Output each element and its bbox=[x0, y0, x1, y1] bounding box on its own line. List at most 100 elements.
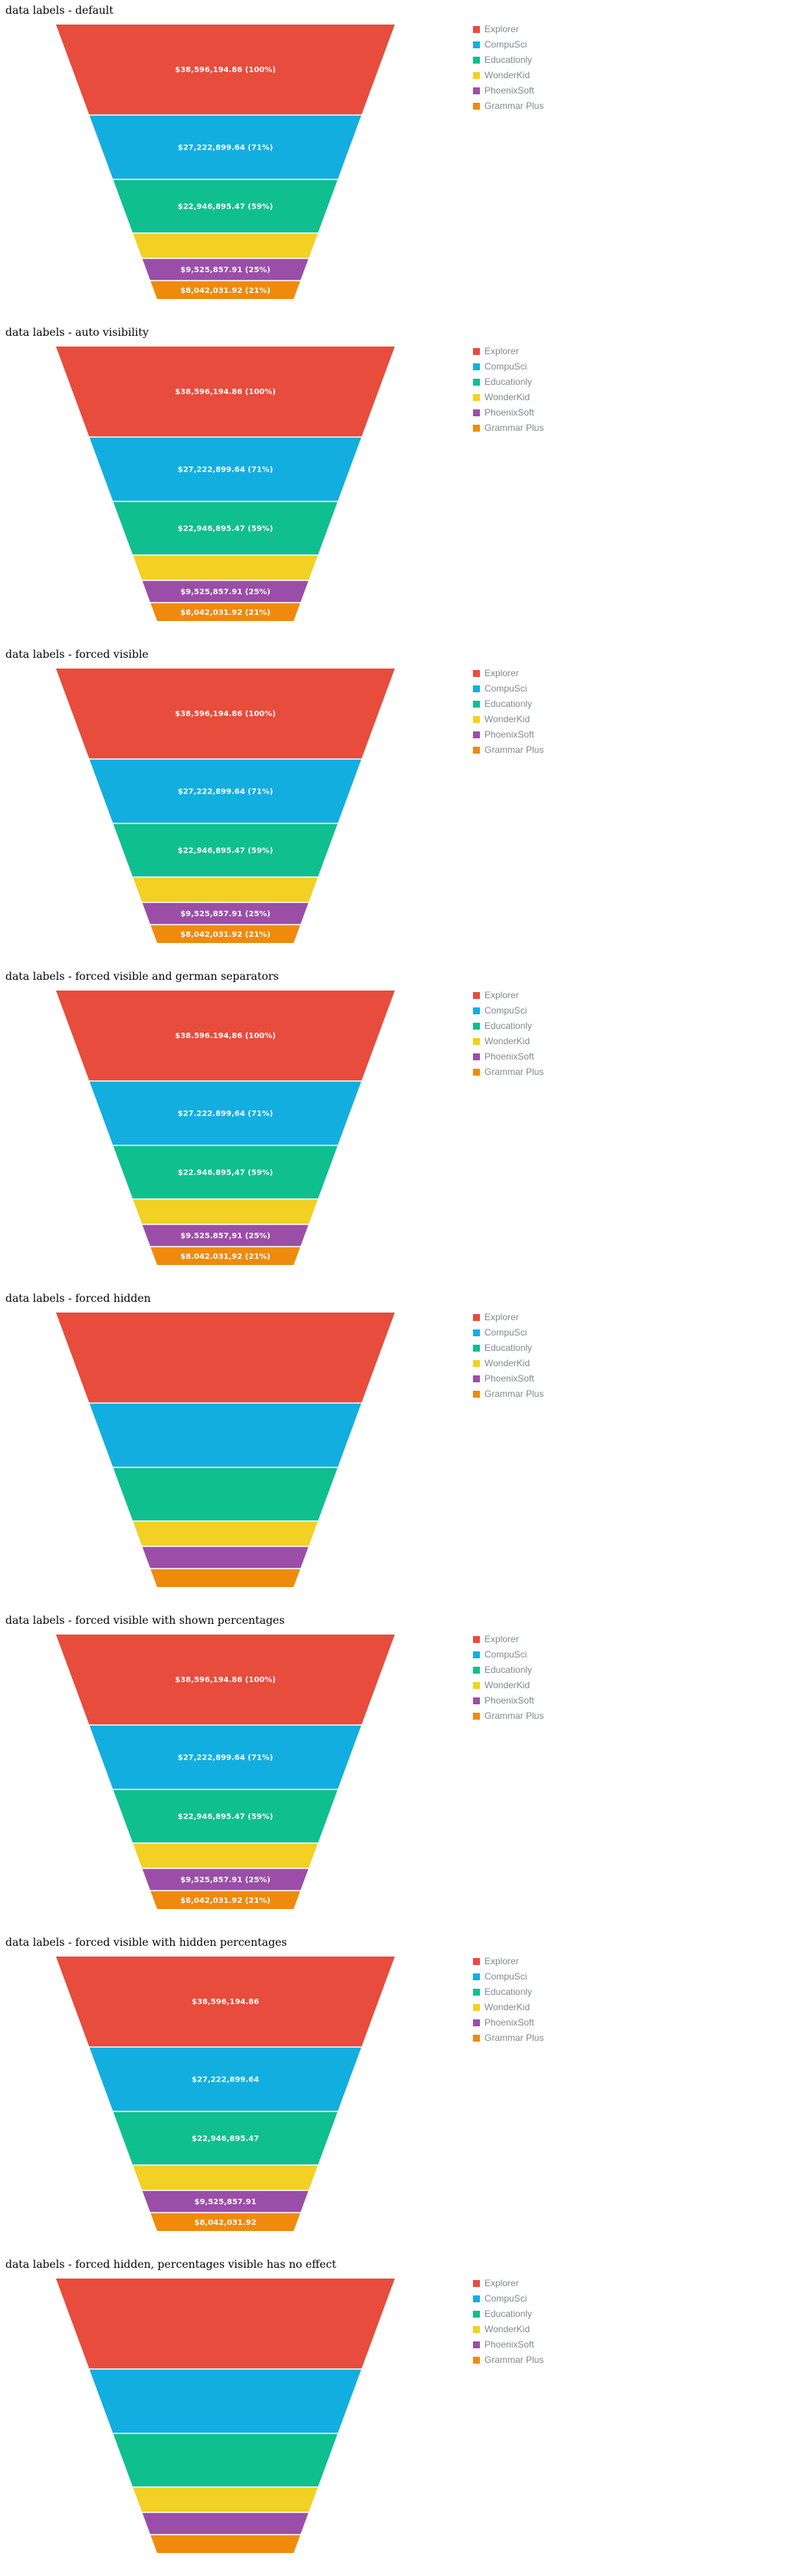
funnel-slice-compusci[interactable] bbox=[89, 2369, 362, 2433]
legend-item[interactable]: PhoenixSoft bbox=[473, 2015, 544, 2030]
funnel-slice-phoenixsoft[interactable] bbox=[142, 2190, 309, 2213]
funnel-slice-phoenixsoft[interactable] bbox=[142, 902, 309, 925]
legend-item[interactable]: WonderKid bbox=[473, 1355, 544, 1371]
legend-item[interactable]: PhoenixSoft bbox=[473, 2337, 544, 2352]
funnel-slice-explorer[interactable] bbox=[56, 1957, 395, 2047]
legend-item[interactable]: CompuSci bbox=[473, 1325, 544, 1340]
legend-item[interactable]: Educationly bbox=[473, 2306, 544, 2321]
funnel-slice-educationly[interactable] bbox=[113, 823, 338, 877]
funnel-slice-wonderkid[interactable] bbox=[133, 877, 318, 902]
funnel-slice-grammar-plus[interactable] bbox=[150, 2535, 301, 2553]
legend-item[interactable]: WonderKid bbox=[473, 1033, 544, 1049]
funnel-slice-wonderkid[interactable] bbox=[133, 1199, 318, 1224]
legend-item[interactable]: WonderKid bbox=[473, 711, 544, 727]
funnel-slice-explorer[interactable] bbox=[56, 2279, 395, 2369]
legend-item[interactable]: PhoenixSoft bbox=[473, 727, 544, 742]
legend-item[interactable]: Educationly bbox=[473, 52, 544, 67]
legend-label: Educationly bbox=[484, 2308, 533, 2319]
legend-item[interactable]: Explorer bbox=[473, 665, 544, 681]
funnel-slice-educationly[interactable] bbox=[113, 179, 338, 233]
legend-item[interactable]: Explorer bbox=[473, 2275, 544, 2291]
legend-item[interactable]: WonderKid bbox=[473, 389, 544, 405]
funnel-slice-phoenixsoft[interactable] bbox=[142, 258, 309, 281]
legend-item[interactable]: PhoenixSoft bbox=[473, 83, 544, 98]
funnel-slice-wonderkid[interactable] bbox=[133, 1843, 318, 1868]
legend-item[interactable]: CompuSci bbox=[473, 359, 544, 374]
funnel-slice-explorer[interactable] bbox=[56, 669, 395, 759]
legend-item[interactable]: Explorer bbox=[473, 1309, 544, 1325]
legend-label: Grammar Plus bbox=[484, 1388, 544, 1399]
funnel-data-label: $9,525,857.91 (25%) bbox=[180, 588, 271, 596]
legend-item[interactable]: Educationly bbox=[473, 1984, 544, 1999]
legend-item[interactable]: Explorer bbox=[473, 987, 544, 1003]
funnel-slice-grammar-plus[interactable] bbox=[150, 2213, 301, 2231]
legend-item[interactable]: Educationly bbox=[473, 696, 544, 711]
legend-item[interactable]: CompuSci bbox=[473, 1003, 544, 1018]
funnel-slice-compusci[interactable] bbox=[89, 437, 362, 501]
legend-item[interactable]: Explorer bbox=[473, 1953, 544, 1969]
funnel-slice-grammar-plus[interactable] bbox=[150, 1569, 301, 1587]
funnel-slice-wonderkid[interactable] bbox=[133, 555, 318, 580]
funnel-slice-wonderkid[interactable] bbox=[133, 233, 318, 258]
funnel-slice-phoenixsoft[interactable] bbox=[142, 2512, 309, 2535]
funnel-slice-explorer[interactable] bbox=[56, 347, 395, 437]
funnel-slice-grammar-plus[interactable] bbox=[150, 603, 301, 621]
legend-item[interactable]: Grammar Plus bbox=[473, 2352, 544, 2367]
funnel-slice-grammar-plus[interactable] bbox=[150, 925, 301, 943]
funnel-slice-wonderkid[interactable] bbox=[133, 2487, 318, 2512]
legend-item[interactable]: Grammar Plus bbox=[473, 420, 544, 435]
legend-item[interactable]: Grammar Plus bbox=[473, 1708, 544, 1723]
legend-item[interactable]: CompuSci bbox=[473, 2291, 544, 2306]
funnel-slice-phoenixsoft[interactable] bbox=[142, 1546, 309, 1569]
funnel-slice-compusci[interactable] bbox=[89, 2047, 362, 2111]
legend-item[interactable]: PhoenixSoft bbox=[473, 1371, 544, 1386]
funnel-slice-educationly[interactable] bbox=[113, 2433, 338, 2487]
legend-item[interactable]: Grammar Plus bbox=[473, 2030, 544, 2045]
funnel-slice-phoenixsoft[interactable] bbox=[142, 1868, 309, 1891]
legend-item[interactable]: PhoenixSoft bbox=[473, 1693, 544, 1708]
legend-item[interactable]: PhoenixSoft bbox=[473, 1049, 544, 1064]
legend-item[interactable]: CompuSci bbox=[473, 1647, 544, 1662]
funnel-slice-explorer[interactable] bbox=[56, 991, 395, 1081]
funnel-slice-compusci[interactable] bbox=[89, 759, 362, 823]
funnel-slice-educationly[interactable] bbox=[113, 1145, 338, 1199]
legend-item[interactable]: CompuSci bbox=[473, 681, 544, 696]
legend-item[interactable]: Grammar Plus bbox=[473, 98, 544, 113]
legend-item[interactable]: Grammar Plus bbox=[473, 1386, 544, 1401]
funnel-slice-explorer[interactable] bbox=[56, 1313, 395, 1403]
legend-item[interactable]: WonderKid bbox=[473, 1677, 544, 1693]
funnel-slice-educationly[interactable] bbox=[113, 501, 338, 555]
legend-item[interactable]: WonderKid bbox=[473, 1999, 544, 2015]
funnel-slice-wonderkid[interactable] bbox=[133, 2165, 318, 2190]
funnel-slice-grammar-plus[interactable] bbox=[150, 1247, 301, 1265]
legend-item[interactable]: WonderKid bbox=[473, 67, 544, 83]
legend-item[interactable]: Explorer bbox=[473, 343, 544, 359]
funnel-slice-phoenixsoft[interactable] bbox=[142, 1224, 309, 1247]
funnel-slice-explorer[interactable] bbox=[56, 1635, 395, 1725]
legend-item[interactable]: CompuSci bbox=[473, 37, 544, 52]
funnel-slice-wonderkid[interactable] bbox=[133, 1521, 318, 1546]
legend-item[interactable]: Grammar Plus bbox=[473, 1064, 544, 1079]
funnel-slice-educationly[interactable] bbox=[113, 2111, 338, 2165]
funnel-slice-phoenixsoft[interactable] bbox=[142, 580, 309, 603]
funnel-slice-educationly[interactable] bbox=[113, 1789, 338, 1843]
funnel-slice-explorer[interactable] bbox=[56, 25, 395, 115]
funnel-slice-grammar-plus[interactable] bbox=[150, 1891, 301, 1909]
funnel-slice-educationly[interactable] bbox=[113, 1467, 338, 1521]
legend-item[interactable]: Educationly bbox=[473, 1340, 544, 1355]
legend-item[interactable]: Educationly bbox=[473, 1662, 544, 1677]
legend-item[interactable]: Educationly bbox=[473, 374, 544, 389]
funnel-slice-compusci[interactable] bbox=[89, 115, 362, 179]
legend-item[interactable]: Educationly bbox=[473, 1018, 544, 1033]
funnel-slice-compusci[interactable] bbox=[89, 1403, 362, 1467]
legend-item[interactable]: Explorer bbox=[473, 21, 544, 37]
legend-item[interactable]: PhoenixSoft bbox=[473, 405, 544, 420]
funnel-slice-compusci[interactable] bbox=[89, 1725, 362, 1789]
legend-item[interactable]: CompuSci bbox=[473, 1969, 544, 1984]
funnel-slice-grammar-plus[interactable] bbox=[150, 281, 301, 299]
legend-swatch bbox=[473, 2019, 480, 2026]
legend-item[interactable]: Grammar Plus bbox=[473, 742, 544, 757]
legend-item[interactable]: WonderKid bbox=[473, 2321, 544, 2337]
legend-item[interactable]: Explorer bbox=[473, 1631, 544, 1647]
funnel-slice-compusci[interactable] bbox=[89, 1081, 362, 1145]
